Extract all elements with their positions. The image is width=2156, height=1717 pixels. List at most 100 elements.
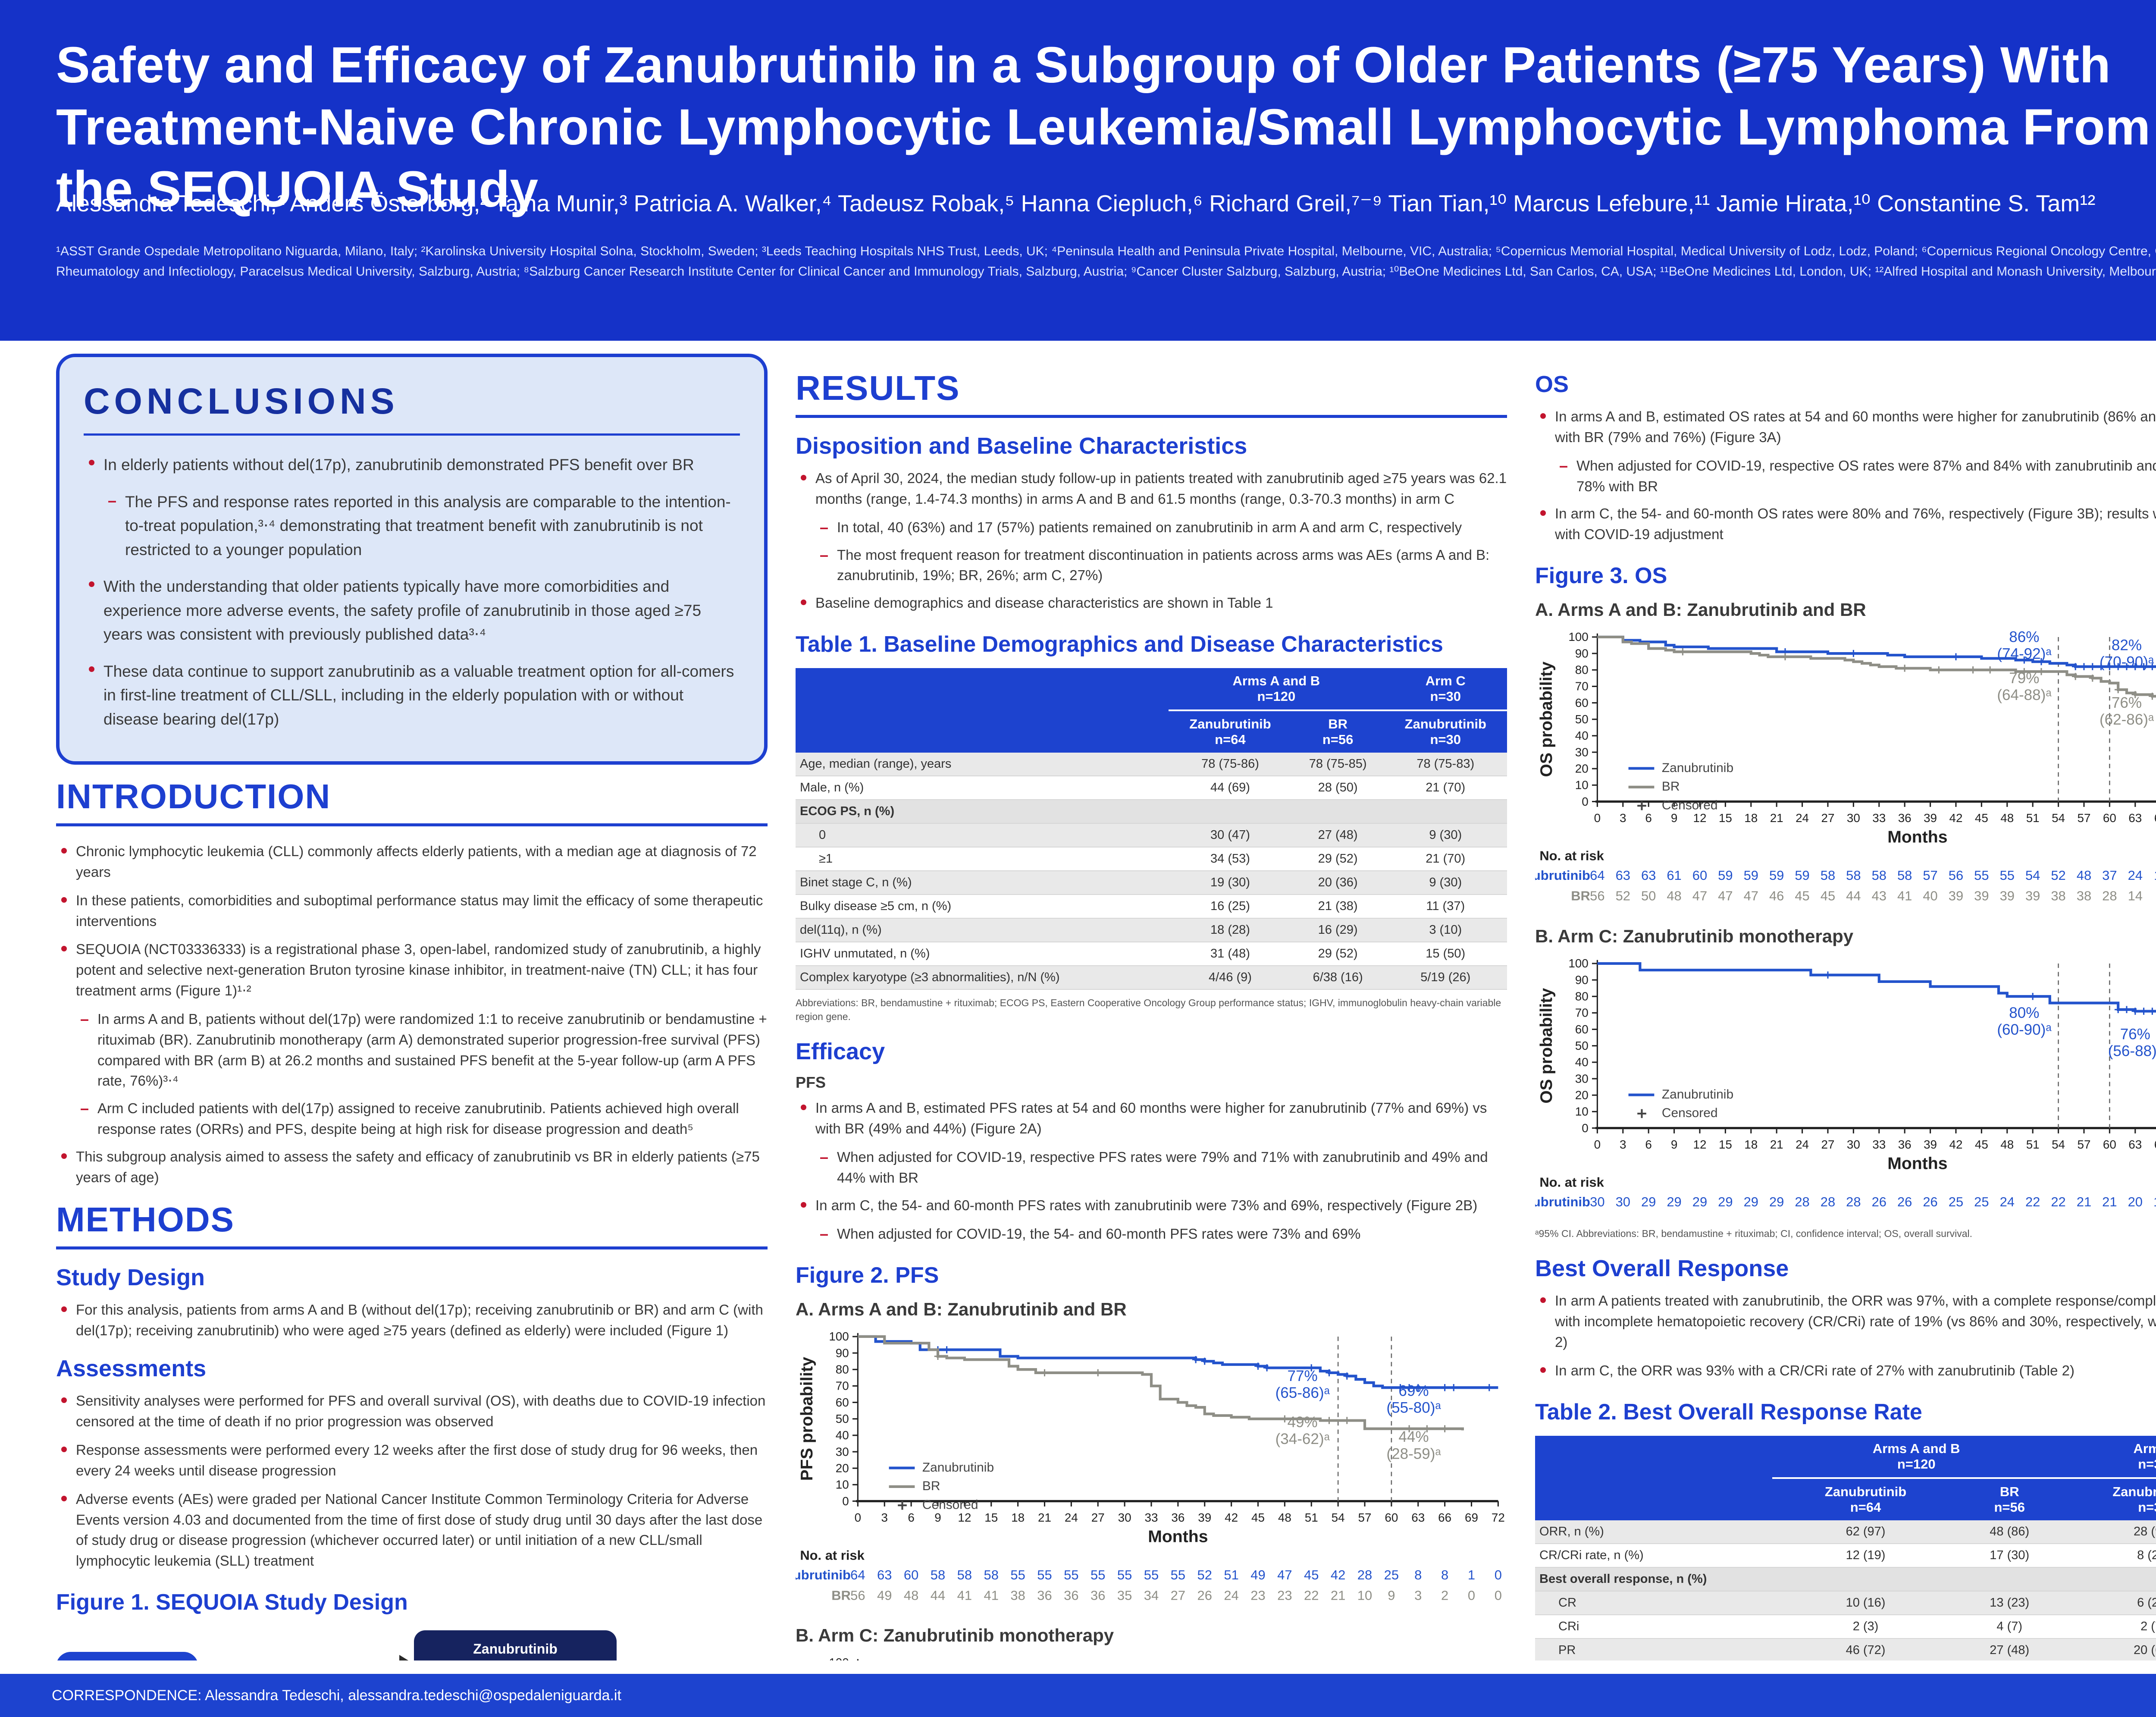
- svg-text:60: 60: [2103, 811, 2116, 825]
- svg-text:54: 54: [2025, 868, 2040, 883]
- table-row: Bulky disease ≥5 cm, n (%) 16 (25) 21 (38)…: [796, 895, 1507, 919]
- svg-text:100: 100: [1568, 957, 1588, 970]
- table-cell: 15 (50): [1426, 947, 1466, 961]
- svg-text:BR: BR: [1662, 779, 1680, 794]
- table-header-cell: Zanubrutinib n=64: [1772, 1478, 1959, 1520]
- svg-text:0: 0: [1582, 795, 1588, 808]
- table-row: ORR, n (%) 62 (97) 48 (86) 28 (93): [1535, 1520, 2156, 1544]
- svg-text:21: 21: [1770, 811, 1783, 825]
- svg-text:45: 45: [1975, 1138, 1988, 1151]
- svg-text:48: 48: [1278, 1510, 1291, 1524]
- svg-text:12: 12: [1693, 1138, 1706, 1151]
- table-cell: 34 (53): [1210, 852, 1250, 866]
- svg-text:9: 9: [1671, 811, 1677, 825]
- table-cell: 29 (52): [1318, 852, 1358, 866]
- svg-text:40: 40: [1575, 729, 1589, 742]
- svg-text:45: 45: [1975, 811, 1988, 825]
- table-cell: 17 (30): [1990, 1548, 2030, 1562]
- svg-text:29: 29: [1769, 1194, 1784, 1209]
- svg-text:38: 38: [2077, 888, 2091, 904]
- table-cell: 13 (23): [1990, 1595, 2030, 1610]
- os-heading: OS: [1535, 371, 1569, 397]
- svg-text:51: 51: [1224, 1567, 1238, 1582]
- bullet-item: In arm A patients treated with zanubruti…: [1535, 1290, 2156, 1353]
- svg-text:100: 100: [1568, 630, 1588, 643]
- table-row: Age, median (range), years 78 (75-86) 78 (…: [796, 753, 1507, 776]
- svg-text:Zanubrutinib: Zanubrutinib: [922, 1460, 994, 1474]
- sub-bullet-item: When adjusted for COVID-19, the 54- and …: [817, 1223, 1507, 1244]
- correspondence-text: CORRESPONDENCE: Alessandra Tedeschi, ale…: [52, 1687, 621, 1704]
- poster-title: Safety and Efficacy of Zanubrutinib in a…: [56, 37, 2151, 218]
- svg-text:42: 42: [1949, 1138, 1962, 1151]
- svg-text:57: 57: [2077, 811, 2090, 825]
- table-header-cell: BR n=56: [1959, 1478, 2060, 1520]
- svg-text:33: 33: [1145, 1510, 1158, 1524]
- table-cell: 5/19 (26): [1420, 970, 1471, 985]
- svg-text:69%(55-80)ᵃ: 69% (55-80)ᵃ: [1386, 1382, 1441, 1416]
- table-row: CR 10 (16) 13 (23) 6 (20): [1535, 1591, 2156, 1615]
- bullet-item: In arms A and B, estimated PFS rates at …: [796, 1098, 1507, 1139]
- table-cell: 6 (20): [2137, 1595, 2156, 1610]
- svg-text:24: 24: [2128, 868, 2143, 883]
- sub-bullet-item: When adjusted for COVID-19, respective P…: [817, 1146, 1507, 1188]
- svg-text:15: 15: [984, 1510, 998, 1524]
- svg-text:10: 10: [836, 1478, 849, 1491]
- table-cell: 78 (75-83): [1416, 757, 1475, 771]
- svg-text:59: 59: [1795, 868, 1809, 883]
- svg-text:36: 36: [1037, 1588, 1052, 1603]
- table-cell: 21 (70): [1426, 781, 1466, 795]
- table-cell: 29 (52): [1318, 947, 1358, 961]
- table-cell: 12 (19): [1846, 1548, 1886, 1562]
- svg-text:30: 30: [1118, 1510, 1131, 1524]
- sub-bullet-item: The most frequent reason for treatment d…: [817, 544, 1507, 586]
- table-cell: 62 (97): [1846, 1524, 1886, 1538]
- table-cell: 21 (70): [1426, 852, 1466, 866]
- svg-text:41: 41: [984, 1588, 999, 1603]
- table-cell: 30 (47): [1210, 828, 1250, 842]
- table-header-cell: Arms A and B n=120: [1772, 1435, 2060, 1479]
- svg-text:9: 9: [1388, 1588, 1395, 1603]
- table-row: IGHV unmutated, n (%) 31 (48) 29 (52) 15 (5…: [796, 942, 1507, 966]
- svg-text:55: 55: [1037, 1567, 1052, 1582]
- table-cell: 3 (10): [1429, 923, 1462, 937]
- bullet-item: Sensitivity analyses were performed for …: [56, 1391, 768, 1432]
- svg-text:Censored: Censored: [922, 1497, 978, 1512]
- svg-text:6: 6: [1645, 1138, 1651, 1151]
- table-cell: 6/38 (16): [1313, 970, 1363, 985]
- svg-text:66: 66: [2154, 1138, 2156, 1151]
- table-row-label: PR: [1558, 1643, 1576, 1657]
- svg-text:23: 23: [1277, 1588, 1292, 1603]
- svg-text:63: 63: [1411, 1510, 1425, 1524]
- svg-text:63: 63: [1641, 868, 1656, 883]
- svg-text:72: 72: [1492, 1510, 1505, 1524]
- bullet-item: In arm C, the ORR was 93% with a CR/CRi …: [1535, 1360, 2156, 1381]
- efficacy-heading: Efficacy: [796, 1039, 885, 1065]
- svg-text:47: 47: [1692, 888, 1707, 904]
- bullet-item: For this analysis, patients from arms A …: [56, 1300, 768, 1341]
- svg-text:9: 9: [1671, 1138, 1677, 1151]
- bullet-item: In arm C, the 54- and 60-month OS rates …: [1535, 503, 2156, 545]
- svg-text:28: 28: [1357, 1567, 1372, 1582]
- bullet-item: SEQUOIA (NCT03336333) is a registrationa…: [56, 939, 768, 1001]
- svg-text:20: 20: [836, 1461, 849, 1475]
- svg-text:Months: Months: [1887, 828, 1947, 846]
- table-row: CR/CRi rate, n (%) 12 (19) 17 (30) 8 (27): [1535, 1544, 2156, 1567]
- svg-text:26: 26: [1197, 1588, 1212, 1603]
- svg-text:55: 55: [1171, 1567, 1185, 1582]
- svg-text:43: 43: [1872, 888, 1887, 904]
- bullet-item: In arm C, the 54- and 60-month PFS rates…: [796, 1195, 1507, 1216]
- svg-text:12: 12: [1693, 811, 1706, 825]
- svg-text:56: 56: [1590, 888, 1604, 904]
- table-cell: 46 (72): [1846, 1643, 1886, 1657]
- svg-text:29: 29: [1718, 1194, 1733, 1209]
- svg-text:25: 25: [1974, 1194, 1989, 1209]
- table-cell: 2 (3): [1852, 1619, 1879, 1633]
- svg-text:15: 15: [1719, 811, 1732, 825]
- svg-text:50: 50: [1641, 888, 1656, 904]
- zanubrutinib-armab-box: Zanubrutinib 160 mg BID until PD, unacce…: [414, 1630, 617, 1660]
- table-row: ECOG PS, n (%): [796, 800, 1507, 824]
- figure2a-label: A. Arms A and B: Zanubrutinib and BR: [796, 1299, 1127, 1319]
- table-cell: 20 (67): [2134, 1643, 2156, 1657]
- disposition-list: As of April 30, 2024, the median study f…: [796, 468, 1507, 613]
- svg-text:0: 0: [855, 1510, 861, 1524]
